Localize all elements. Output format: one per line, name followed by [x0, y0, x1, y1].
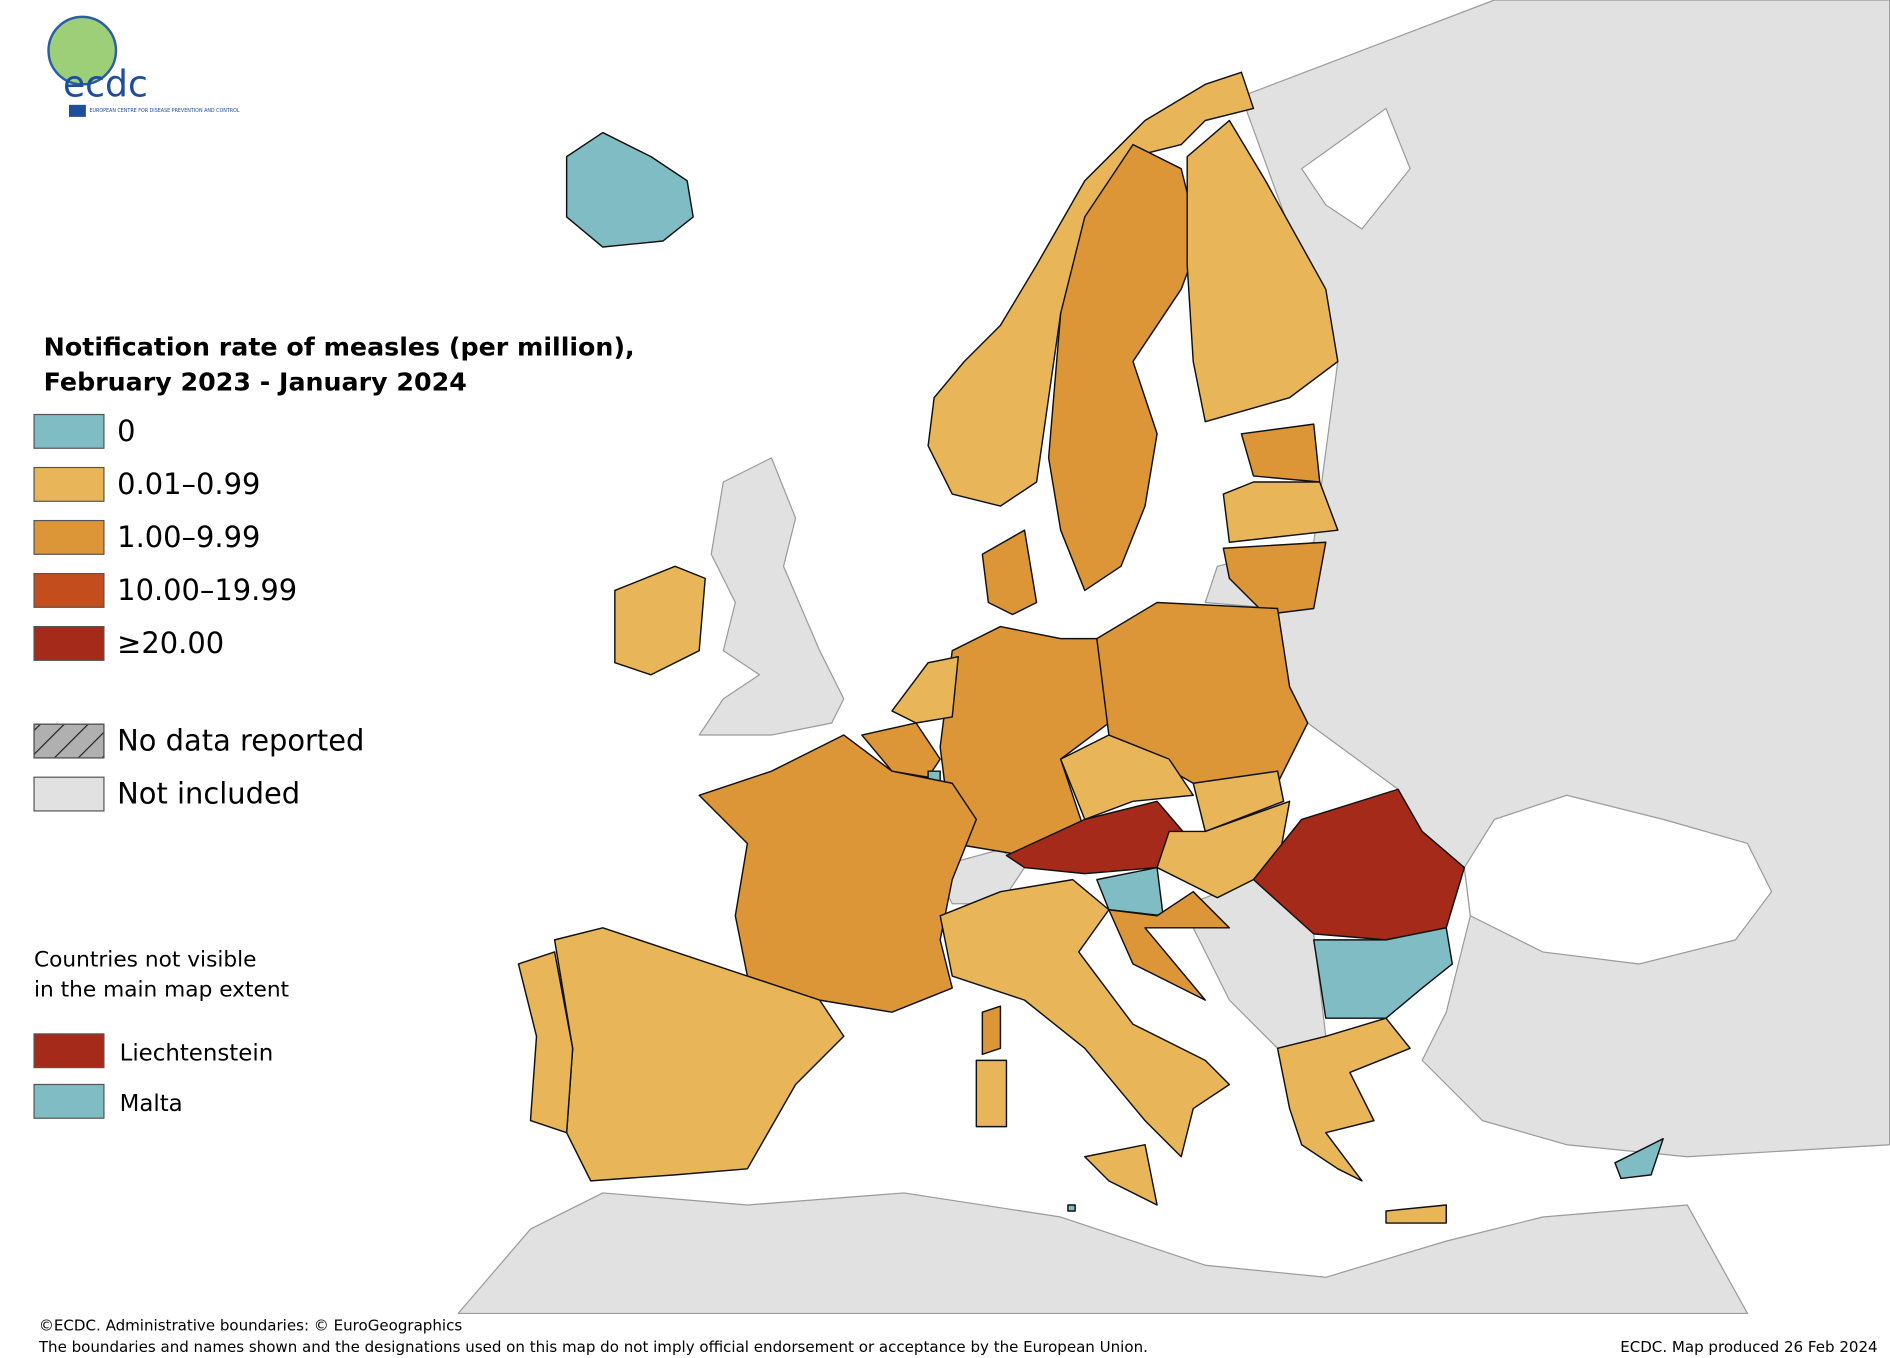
estonia: [1240, 423, 1321, 483]
legend: Notification rate of measles (per millio…: [33, 332, 635, 1119]
legend-label: 0: [117, 414, 135, 448]
malta: [1067, 1204, 1076, 1212]
footer-disclaimer: The boundaries and names shown and the d…: [38, 1338, 1148, 1356]
finland: [1186, 119, 1339, 423]
logo-globe: [48, 16, 116, 85]
inset-title: Countries not visible: [34, 947, 256, 972]
greece: [1276, 1017, 1411, 1182]
legend-swatch: [33, 413, 105, 449]
legend-label: No data reported: [117, 724, 364, 758]
netherlands: [891, 655, 959, 724]
black-sea: [1463, 794, 1773, 965]
czechia: [1059, 734, 1194, 821]
portugal: [517, 951, 574, 1134]
white-sea: [1300, 107, 1411, 230]
legend-swatch: [33, 776, 105, 812]
legend-swatch: [33, 466, 105, 502]
legend-label: 10.00–19.99: [117, 573, 297, 607]
legend-label: Not included: [117, 777, 300, 811]
logo: ecdc EUROPEAN CENTRE FOR DISEASE PREVENT…: [47, 15, 240, 117]
legend-swatch: [33, 572, 105, 608]
hungary: [1156, 800, 1291, 899]
logo-subtitle: EUROPEAN CENTRE FOR DISEASE PREVENTION A…: [89, 108, 239, 114]
logo-globe-outline: [47, 15, 118, 86]
crete: [1385, 1204, 1447, 1224]
inset-title: in the main map extent: [34, 978, 289, 1003]
north-africa: [457, 1192, 1749, 1315]
belgium: [861, 722, 941, 778]
legend-swatch: [33, 1083, 105, 1119]
legend-swatch: [33, 519, 105, 555]
legend-label: ≥20.00: [117, 626, 224, 660]
eu-flag: [68, 104, 86, 117]
legend-title: Notification rate of measles (per millio…: [44, 332, 635, 361]
legend-swatch: [33, 1033, 105, 1069]
iceland: [565, 131, 694, 248]
united-kingdom: [698, 457, 845, 736]
logo-name: ecdc: [63, 62, 148, 105]
countries: [517, 71, 1664, 1224]
legend-title: February 2023 - January 2024: [44, 367, 467, 396]
legend-label: Liechtenstein: [120, 1040, 274, 1066]
legend-hatch: [33, 723, 105, 759]
sweden: [1047, 143, 1200, 592]
legend-label: Malta: [120, 1091, 183, 1117]
legend-label: 0.01–0.99: [117, 467, 260, 501]
legend-swatch: [33, 625, 105, 661]
lithuania: [1222, 541, 1327, 616]
slovakia: [1192, 770, 1285, 833]
sardinia: [975, 1059, 1008, 1128]
bulgaria: [1312, 927, 1454, 1019]
latvia: [1222, 481, 1339, 543]
legend-label: 1.00–9.99: [117, 520, 260, 554]
italy: [939, 878, 1231, 1158]
cyprus: [1614, 1137, 1664, 1180]
sicily: [1084, 1143, 1158, 1206]
croatia: [1108, 890, 1231, 1001]
footer-produced: ECDC. Map produced 26 Feb 2024: [1620, 1338, 1877, 1356]
footer-credit: ©ECDC. Administrative boundaries: © Euro…: [39, 1316, 463, 1334]
norway: [927, 71, 1255, 507]
france: [698, 734, 978, 1013]
corsica: [981, 1005, 1002, 1056]
romania: [1252, 788, 1466, 941]
denmark: [981, 529, 1038, 616]
ireland: [614, 565, 706, 676]
